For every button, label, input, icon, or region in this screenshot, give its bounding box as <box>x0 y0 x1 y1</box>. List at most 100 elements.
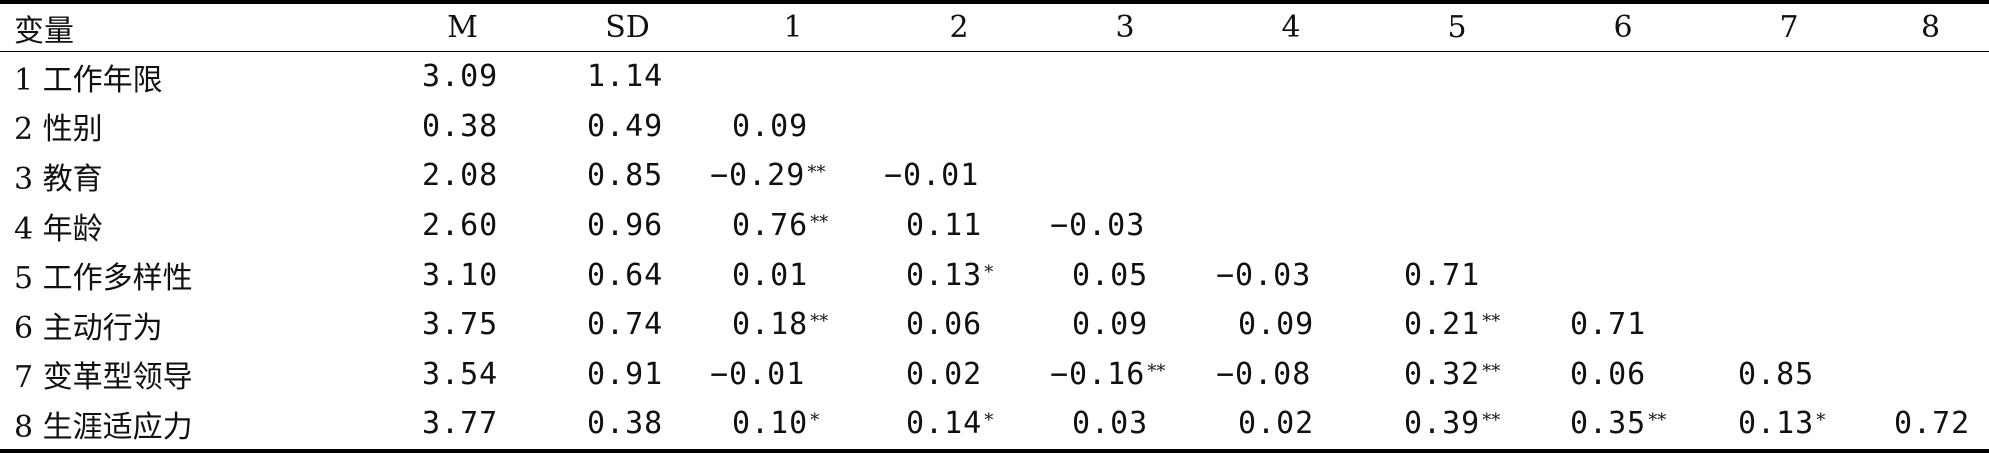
row-variable-label: 5 工作多样性 <box>14 261 193 297</box>
header-row: 变量 M SD 1 2 3 4 5 6 7 8 <box>0 0 1989 52</box>
table-row: 2 性别 0.38 0.49 0.09 <box>0 102 1989 152</box>
header-variable: 变量 <box>0 0 380 52</box>
cell-sd: 0.91 <box>587 356 664 392</box>
cell-sd: 0.49 <box>587 108 664 144</box>
cell-corr-2: 0.02 <box>876 350 1042 400</box>
cell-corr-5: 0.71 <box>1374 250 1540 300</box>
cell-corr-3: 0.05 <box>1042 250 1208 300</box>
significance-marker: ** <box>1482 360 1501 382</box>
cell-sd: 0.64 <box>587 257 664 293</box>
cell-sd: 0.96 <box>587 208 664 244</box>
significance-marker: * <box>984 261 994 283</box>
correlation-value: 0.13 <box>906 257 983 293</box>
cell-corr-8: 0.72 <box>1872 399 1989 453</box>
cell-corr-4: 0.09 <box>1208 300 1374 350</box>
cell-corr-5 <box>1374 102 1540 152</box>
cell-sd: 1.14 <box>587 59 664 95</box>
cell-corr-3 <box>1042 102 1208 152</box>
significance-marker: ** <box>810 212 829 234</box>
cell-mean: 2.08 <box>422 158 499 194</box>
cell-corr-6: 0.06 <box>1540 350 1706 400</box>
significance-marker: * <box>810 410 820 432</box>
cell-corr-2: 0.11 <box>876 201 1042 251</box>
significance-marker: ** <box>810 311 829 333</box>
correlation-value: −0.01 <box>710 356 806 392</box>
correlation-value: 0.32 <box>1404 356 1481 392</box>
cell-corr-7 <box>1706 102 1872 152</box>
cell-mean: 2.60 <box>422 208 499 244</box>
cell-corr-3: −0.03 <box>1042 201 1208 251</box>
significance-marker: ** <box>1147 360 1166 382</box>
cell-corr-7 <box>1706 201 1872 251</box>
correlation-value: 0.35 <box>1570 406 1647 442</box>
cell-corr-5 <box>1374 201 1540 251</box>
correlation-value: 0.05 <box>1072 257 1149 293</box>
significance-marker: * <box>1816 410 1826 432</box>
cell-corr-5: 0.39 ** <box>1374 399 1540 453</box>
correlation-value: 0.09 <box>1238 307 1315 343</box>
cell-corr-3: 0.09 <box>1042 300 1208 350</box>
cell-corr-8 <box>1872 250 1989 300</box>
cell-mean: 3.77 <box>380 399 545 453</box>
cell-corr-3: −0.16 ** <box>1042 350 1208 400</box>
cell-corr-1: 0.09 <box>710 102 876 152</box>
cell-corr-2: 0.06 <box>876 300 1042 350</box>
correlation-value: 0.02 <box>1238 406 1315 442</box>
significance-marker: ** <box>1648 410 1667 432</box>
cell-corr-2: 0.14 * <box>876 399 1042 453</box>
cell-sd: 0.85 <box>587 158 664 194</box>
table-body: 1 工作年限 3.09 1.14 2 性别 0.38 0.49 0.09 3 教育 2.08 0.… <box>0 52 1989 453</box>
correlation-value: 0.01 <box>732 257 809 293</box>
cell-corr-8 <box>1872 201 1989 251</box>
correlation-value: 0.10 <box>732 406 809 442</box>
cell-mean: 3.54 <box>422 356 499 392</box>
table-row: 6 主动行为 3.75 0.74 0.18 ** 0.06 0.09 0.09 0.21 ** 0.… <box>0 300 1989 350</box>
cell-corr-5 <box>1374 151 1540 201</box>
header-col-1: 1 <box>710 0 876 52</box>
header-col-6: 6 <box>1540 0 1706 52</box>
correlation-value: 0.13 <box>1738 406 1815 442</box>
cell-corr-1: 0.76 ** <box>710 201 876 251</box>
correlation-value: 0.21 <box>1404 307 1481 343</box>
header-col-4: 4 <box>1208 0 1374 52</box>
cell-corr-1 <box>710 52 876 102</box>
correlation-value: −0.01 <box>884 158 980 194</box>
cell-corr-5: 0.32 ** <box>1374 350 1540 400</box>
correlation-value: 0.02 <box>906 356 983 392</box>
cell-corr-4: −0.03 <box>1208 250 1374 300</box>
header-col-5: 5 <box>1374 0 1540 52</box>
cell-corr-1: 0.18 ** <box>710 300 876 350</box>
row-variable-label: 1 工作年限 <box>14 62 163 98</box>
significance-marker: ** <box>807 162 826 184</box>
cell-mean: 0.38 <box>422 108 499 144</box>
table-row: 5 工作多样性 3.10 0.64 0.01 0.13 * 0.05 −0.03 0.71 <box>0 250 1989 300</box>
header-sd: SD <box>545 0 710 52</box>
correlation-value: 0.39 <box>1404 406 1481 442</box>
cell-corr-4 <box>1208 151 1374 201</box>
cell-corr-3 <box>1042 52 1208 102</box>
correlation-value: −0.03 <box>1050 208 1146 244</box>
cell-corr-2: −0.01 <box>876 151 1042 201</box>
correlation-value: −0.16 <box>1050 356 1146 392</box>
cell-corr-2: 0.13 * <box>876 250 1042 300</box>
header-col-7: 7 <box>1706 0 1872 52</box>
cell-mean: 3.75 <box>422 307 499 343</box>
cell-corr-8 <box>1872 52 1989 102</box>
correlation-value: 0.03 <box>1072 406 1149 442</box>
cell-sd: 0.38 <box>545 399 710 453</box>
cell-corr-4: 0.02 <box>1208 399 1374 453</box>
correlation-value: 0.72 <box>1894 406 1971 442</box>
correlation-value: −0.29 <box>710 158 806 194</box>
table-row: 8 生涯适应力 3.77 0.38 0.10 * 0.14 * 0.03 0.02 0.39 ** 0… <box>0 399 1989 453</box>
cell-corr-6 <box>1540 102 1706 152</box>
correlation-value: 0.06 <box>906 307 983 343</box>
row-variable-label: 4 年龄 <box>14 211 103 247</box>
correlation-value: 0.18 <box>732 307 809 343</box>
row-variable-label: 2 性别 <box>14 112 103 148</box>
cell-mean: 3.10 <box>422 257 499 293</box>
correlation-value: 0.85 <box>1738 356 1815 392</box>
cell-corr-8 <box>1872 350 1989 400</box>
header-col-3: 3 <box>1042 0 1208 52</box>
correlation-value: −0.08 <box>1216 356 1312 392</box>
